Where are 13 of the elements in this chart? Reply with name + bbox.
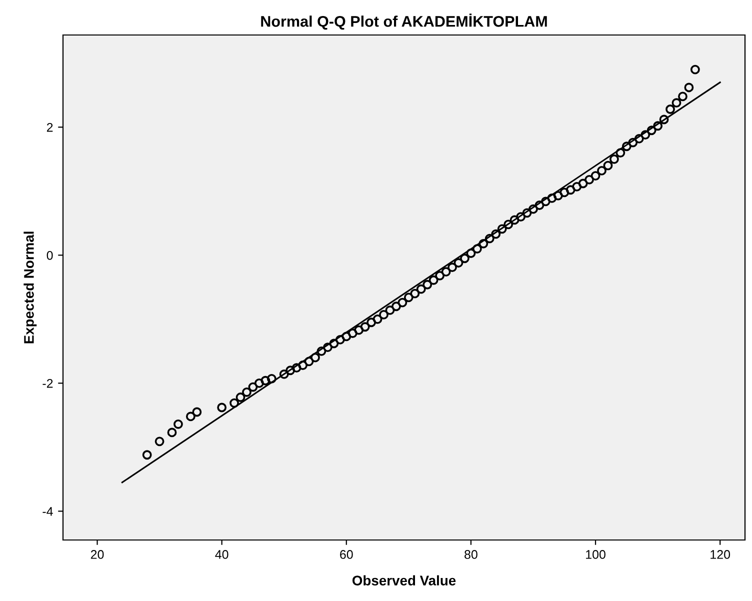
x-tick-label: 100 [586, 550, 606, 559]
x-tick-label: 80 [464, 550, 478, 559]
y-tick-label: 2 [46, 122, 53, 132]
x-tick-label: 60 [340, 550, 353, 559]
y-tick-label: -2 [42, 378, 53, 388]
x-axis-title: Observed Value [352, 575, 456, 586]
x-tick-label: 40 [215, 550, 228, 559]
x-tick-label: 120 [710, 550, 730, 559]
y-tick-label: -4 [42, 507, 53, 516]
y-axis-title: Expected Normal [24, 232, 37, 344]
chart-title: Normal Q-Q Plot of AKADEMİKTOPLAM [261, 14, 547, 30]
y-tick-label: 0 [46, 250, 53, 260]
x-tick-label: 20 [90, 550, 104, 559]
